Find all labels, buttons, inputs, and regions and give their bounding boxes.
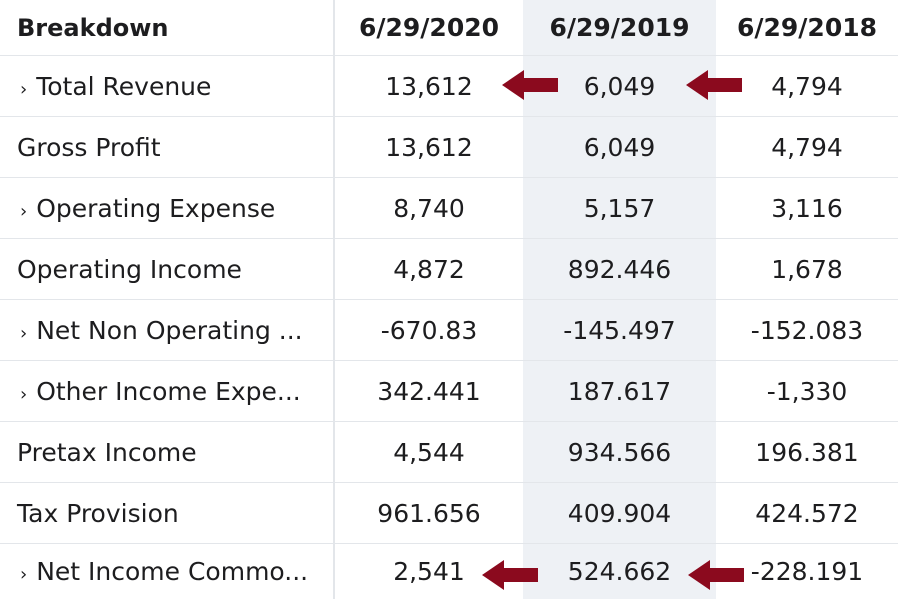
row-value: 5,157 [583, 193, 656, 223]
chevron-right-icon[interactable]: › [20, 200, 28, 222]
row-label-cell: Gross Profit [0, 117, 333, 177]
chevron-right-icon[interactable]: › [20, 78, 28, 100]
row-value: 6,049 [583, 71, 656, 101]
row-label: Operating Expense [36, 193, 276, 223]
row-value: 4,544 [393, 437, 465, 467]
chevron-right-icon[interactable]: › [20, 564, 28, 585]
row-value: 8,740 [393, 193, 465, 223]
table-row[interactable]: › Total Revenue 13,612 6,049 4,794 [0, 56, 898, 117]
left-arrow-icon [686, 70, 742, 100]
row-value: -228.191 [750, 557, 864, 586]
table-row: Tax Provision 961.656 409.904 424.572 [0, 483, 898, 544]
column-header-2019[interactable]: 6/29/2019 [549, 13, 690, 42]
row-value: 424.572 [755, 498, 859, 528]
row-value: 1,678 [771, 254, 843, 284]
table-row: Pretax Income 4,544 934.566 196.381 [0, 422, 898, 483]
row-value: 13,612 [385, 71, 473, 101]
row-value: -145.497 [563, 315, 676, 345]
row-value: -1,330 [766, 376, 848, 406]
table-row[interactable]: › Net Non Operating ... -670.83 -145.497 -15… [0, 300, 898, 361]
row-label: Tax Provision [17, 498, 179, 528]
row-label: Net Non Operating ... [36, 315, 303, 345]
row-label-cell[interactable]: › Operating Expense [0, 178, 333, 238]
column-header-2018[interactable]: 6/29/2018 [736, 13, 878, 42]
table-row: Operating Income 4,872 892.446 1,678 [0, 239, 898, 300]
table-row[interactable]: › Operating Expense 8,740 5,157 3,116 [0, 178, 898, 239]
row-value: 4,794 [771, 132, 843, 162]
row-value: 4,794 [771, 71, 843, 101]
left-arrow-icon [688, 560, 744, 590]
row-label: Total Revenue [36, 71, 212, 101]
left-arrow-icon [482, 560, 538, 590]
row-label: Other Income Expe... [36, 376, 301, 406]
row-value: 961.656 [377, 498, 481, 528]
column-header-2020[interactable]: 6/29/2020 [358, 13, 500, 42]
row-value: 342.441 [377, 376, 481, 406]
row-label: Gross Profit [17, 132, 161, 162]
row-label-cell: Tax Provision [0, 483, 333, 543]
row-label-cell[interactable]: › Other Income Expe... [0, 361, 333, 421]
row-value: 409.904 [567, 498, 672, 528]
chevron-right-icon[interactable]: › [20, 383, 28, 405]
row-label: Net Income Commo... [36, 557, 309, 586]
left-arrow-icon [502, 70, 558, 100]
table-header-row: Breakdown 6/29/2020 6/29/2019 6/29/2018 [0, 0, 898, 56]
row-value: 187.617 [567, 376, 672, 406]
row-value: 196.381 [755, 437, 859, 467]
row-label-cell[interactable]: › Net Non Operating ... [0, 300, 333, 360]
row-label: Pretax Income [17, 437, 197, 467]
row-value: 524.662 [567, 557, 672, 586]
row-label-cell: Pretax Income [0, 422, 333, 482]
table-row[interactable]: › Net Income Commo... 2,541 524.662 -228.191 [0, 544, 898, 599]
table-row[interactable]: › Other Income Expe... 342.441 187.617 -1,33… [0, 361, 898, 422]
row-label: Operating Income [17, 254, 242, 284]
row-value: 934.566 [567, 437, 672, 467]
row-label-cell[interactable]: › Net Income Commo... [0, 544, 333, 599]
row-value: 2,541 [393, 557, 465, 586]
row-value: -152.083 [750, 315, 864, 345]
row-value: -670.83 [380, 315, 478, 345]
row-label-cell: Operating Income [0, 239, 333, 299]
chevron-right-icon[interactable]: › [20, 322, 28, 344]
row-value: 6,049 [583, 132, 656, 162]
table-row: Gross Profit 13,612 6,049 4,794 [0, 117, 898, 178]
row-value: 3,116 [771, 193, 843, 223]
breakdown-header: Breakdown [17, 13, 169, 42]
row-label-cell[interactable]: › Total Revenue [0, 56, 333, 116]
row-value: 4,872 [393, 254, 465, 284]
row-value: 892.446 [567, 254, 672, 284]
row-value: 13,612 [385, 132, 473, 162]
